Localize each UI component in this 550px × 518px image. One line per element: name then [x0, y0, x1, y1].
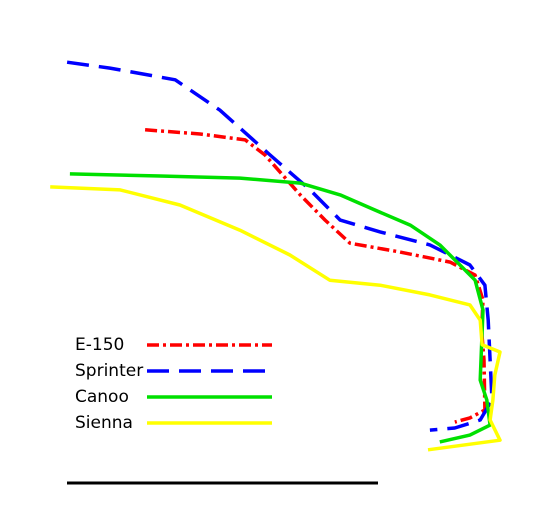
legend-label: Canoo: [75, 387, 129, 407]
series-line: [144, 128, 487, 424]
legend-label: Sienna: [75, 413, 133, 433]
legend-label: Sprinter: [75, 361, 143, 381]
series-line: [50, 185, 502, 452]
series-line: [69, 172, 492, 444]
legend-label: E-150: [75, 335, 124, 355]
